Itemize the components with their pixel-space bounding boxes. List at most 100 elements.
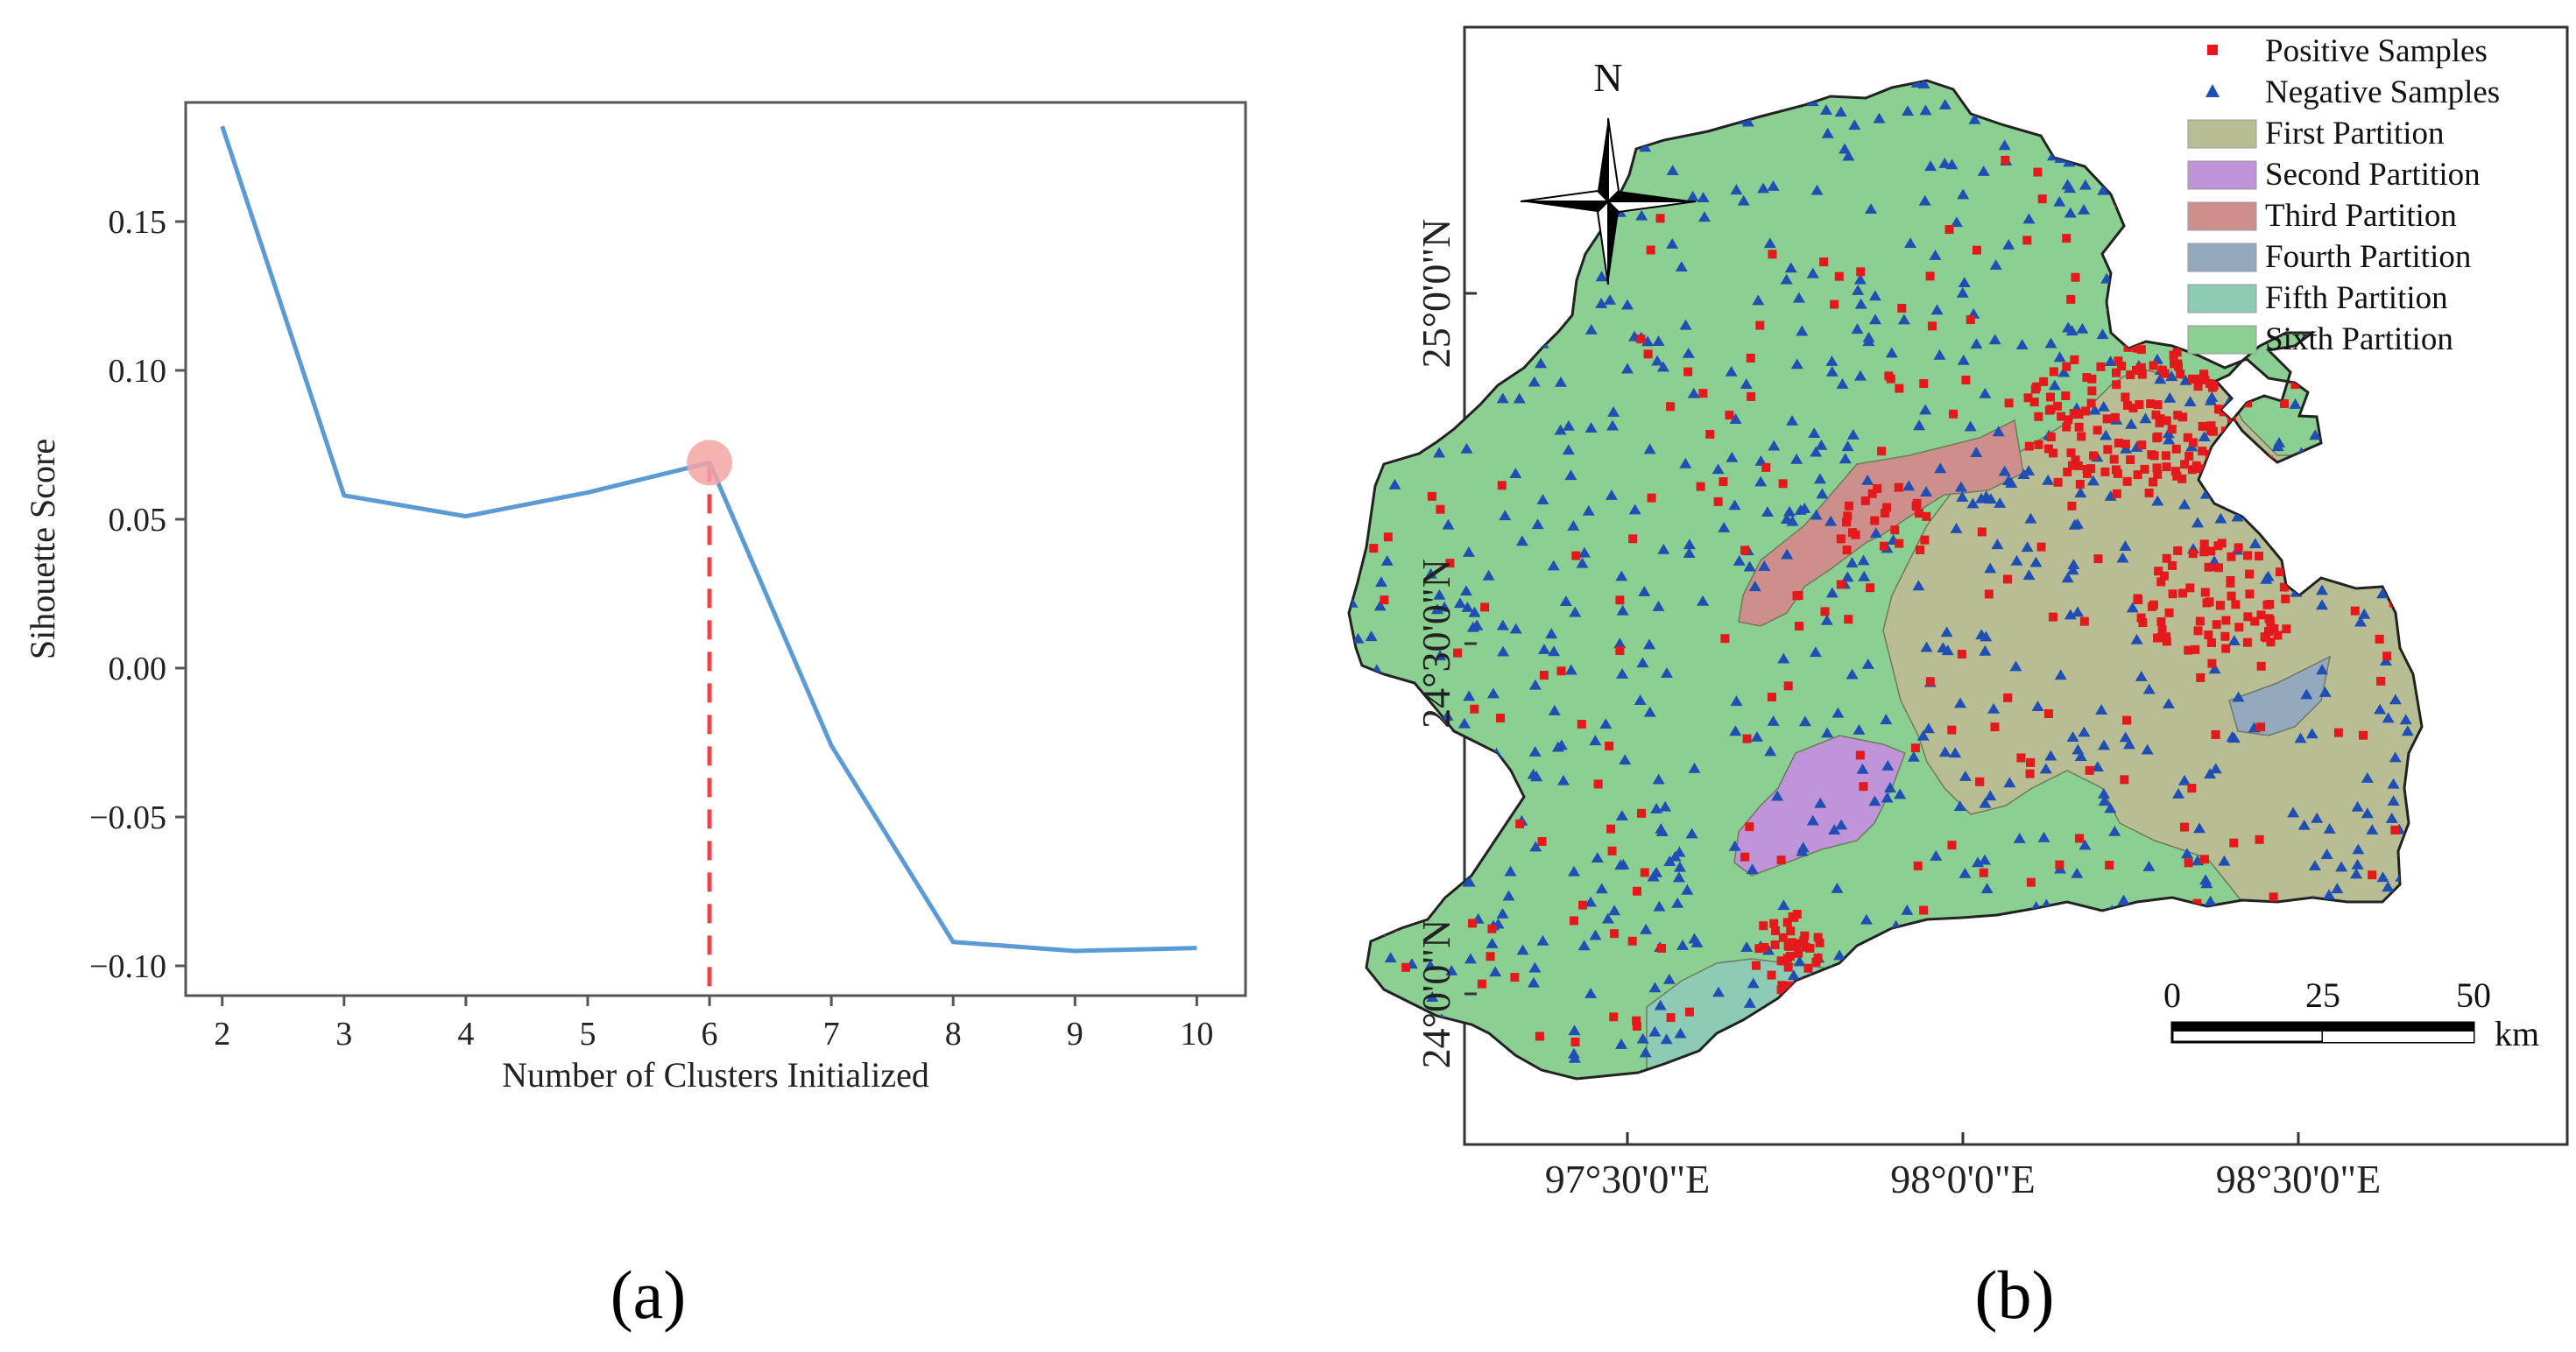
negative-sample-marker (1417, 813, 1430, 825)
positive-sample-marker (2136, 613, 2146, 623)
negative-sample-marker (1918, 194, 1931, 206)
positive-sample-marker (2137, 440, 2147, 450)
lon-tick-label: 97°30'0"E (1545, 1157, 1711, 1201)
positive-sample-marker (2273, 630, 2283, 640)
negative-sample-marker (1357, 209, 1370, 221)
negative-sample-marker (1489, 966, 1502, 977)
negative-sample-marker (1846, 428, 1860, 440)
negative-sample-marker (1389, 1071, 1402, 1079)
positive-sample-marker (1813, 933, 1823, 942)
negative-sample-marker (1998, 139, 2011, 151)
negative-sample-marker (1568, 1025, 1581, 1036)
negative-sample-marker (1841, 440, 1854, 452)
positive-sample-marker (2256, 610, 2266, 620)
positive-sample-marker (1860, 496, 1870, 505)
negative-sample-marker (1653, 900, 1666, 912)
negative-sample-marker (2037, 831, 2050, 842)
negative-sample-marker (1957, 354, 1970, 365)
positive-sample-marker (1578, 900, 1588, 910)
negative-sample-marker (1711, 986, 1725, 997)
positive-sample-marker (2087, 386, 2097, 396)
negative-sample-marker (1461, 602, 1474, 612)
positive-sample-marker (2034, 440, 2043, 449)
positive-sample-marker (1610, 929, 1620, 939)
negative-sample-marker (1636, 657, 1649, 668)
negative-sample-marker (2125, 418, 2138, 429)
positive-sample-marker (2096, 362, 2106, 371)
positive-sample-marker (2146, 399, 2156, 409)
positive-sample-marker (2213, 541, 2223, 551)
positive-sample-marker (1746, 353, 1755, 363)
negative-sample-marker (2351, 800, 2364, 812)
positive-sample-marker (2062, 422, 2071, 432)
positive-sample-marker (2200, 588, 2210, 597)
positive-sample-marker (2227, 591, 2236, 601)
positive-sample-marker (2102, 414, 2112, 424)
negative-sample-marker (2117, 894, 2130, 905)
negative-sample-marker (1422, 857, 1435, 869)
x-tick-label: 2 (214, 1016, 230, 1053)
negative-sample-marker (1535, 357, 1548, 369)
positive-sample-marker (2136, 345, 2146, 355)
positive-sample-marker (2055, 860, 2064, 870)
negative-sample-marker (2331, 883, 2344, 894)
negative-sample-marker (1816, 488, 1829, 499)
positive-sample-marker (1984, 589, 1994, 599)
positive-sample-marker (1895, 384, 1904, 393)
negative-sample-marker (1956, 491, 1969, 502)
negative-sample-marker (1838, 143, 1852, 154)
positive-sample-marker (2156, 577, 2166, 587)
positive-sample-marker (1910, 743, 1920, 753)
negative-sample-marker (2064, 609, 2077, 620)
negative-sample-marker (2300, 688, 2313, 700)
negative-sample-marker (1949, 747, 1962, 758)
legend-swatch (2207, 45, 2218, 55)
positive-sample-marker (1647, 493, 1656, 503)
negative-sample-marker (2376, 871, 2389, 883)
negative-sample-marker (1462, 876, 1475, 887)
scale-label-25: 25 (2305, 975, 2340, 1015)
negative-sample-marker (2248, 538, 2262, 549)
positive-sample-marker (1606, 824, 1616, 834)
positive-sample-marker (2024, 441, 2034, 451)
positive-sample-marker (1683, 367, 1693, 377)
negative-sample-marker (1687, 387, 1700, 398)
negative-sample-marker (1953, 800, 1966, 812)
x-tick-label: 6 (702, 1016, 718, 1053)
positive-sample-marker (1609, 1012, 1619, 1022)
negative-sample-marker (1604, 293, 1617, 305)
positive-sample-marker (1800, 931, 1810, 940)
negative-sample-marker (1584, 422, 1598, 433)
negative-sample-marker (2335, 861, 2348, 872)
negative-sample-marker (2098, 795, 2111, 806)
negative-sample-marker (1365, 630, 1378, 642)
y-tick-label: −0.10 (89, 948, 166, 985)
negative-sample-marker (1883, 782, 1896, 792)
negative-sample-marker (1445, 964, 1458, 975)
positive-sample-marker (1696, 482, 1705, 491)
positive-sample-marker (1767, 970, 1776, 980)
negative-sample-marker (2065, 325, 2078, 336)
positive-sample-marker (1486, 952, 1495, 961)
positive-sample-marker (2137, 370, 2147, 379)
negative-sample-marker (2165, 370, 2178, 382)
negative-sample-marker (2119, 731, 2132, 743)
negative-sample-marker (2066, 564, 2079, 575)
negative-sample-marker (1697, 595, 1710, 606)
positive-sample-marker (2245, 569, 2255, 579)
positive-sample-marker (2196, 672, 2205, 682)
negative-sample-marker (2142, 683, 2156, 694)
negative-sample-marker (2100, 429, 2113, 440)
negative-sample-marker (1934, 462, 1947, 474)
y-tick-label: 0.05 (109, 502, 167, 539)
positive-sample-marker (2004, 398, 2014, 408)
negative-sample-marker (2078, 203, 2091, 215)
negative-sample-marker (2199, 488, 2213, 499)
positive-sample-marker (1477, 979, 1486, 989)
negative-sample-marker (1384, 952, 1397, 963)
negative-sample-marker (2214, 512, 2227, 524)
positive-sample-marker (2033, 167, 2043, 177)
legend-label: Negative Samples (2265, 74, 2500, 110)
positive-sample-marker (1759, 921, 1768, 931)
negative-sample-marker (1577, 546, 1591, 558)
